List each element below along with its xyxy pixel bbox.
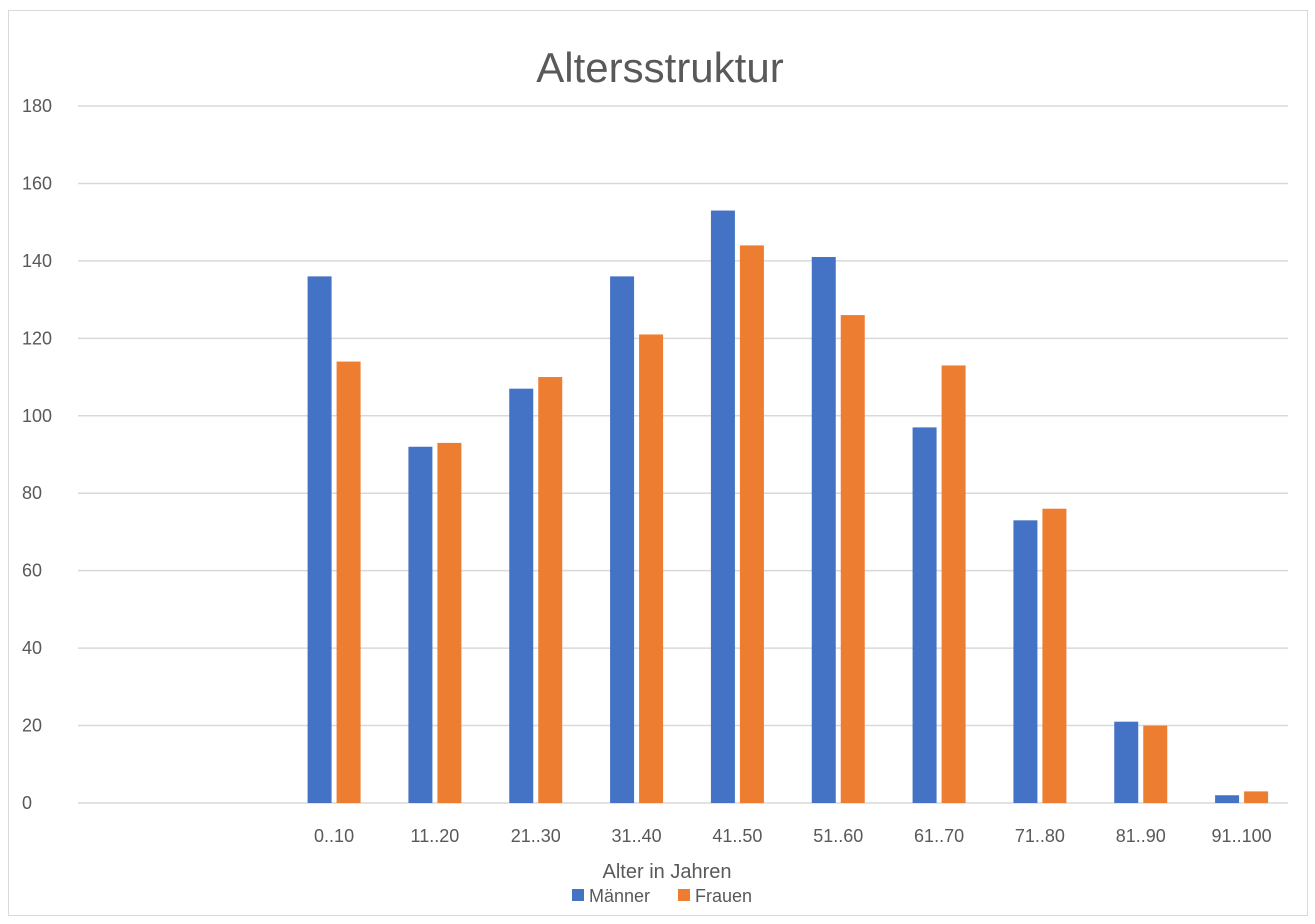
bar-maenner: [307, 276, 332, 803]
y-tick-label: 40: [22, 638, 42, 658]
gridlines: [78, 105, 1288, 804]
bar-maenner: [912, 427, 937, 803]
bar-maenner: [1013, 520, 1038, 803]
bar-maenner: [1114, 721, 1139, 803]
bars: [307, 210, 1269, 804]
bar-frauen: [840, 315, 865, 803]
x-tick-label: 81..90: [1116, 826, 1166, 846]
y-tick-label: 140: [22, 251, 52, 271]
bar-frauen: [538, 377, 563, 803]
y-axis-ticks: 0 20 40 60 80 100 120 140 160 180: [22, 96, 52, 813]
legend-label-maenner: Männer: [589, 886, 650, 906]
bar-maenner: [509, 388, 534, 803]
bar-maenner: [408, 446, 433, 803]
x-tick-label: 51..60: [813, 826, 863, 846]
y-tick-label: 160: [22, 173, 52, 193]
bar-frauen: [739, 245, 764, 803]
bar-frauen: [336, 361, 361, 803]
y-tick-label: 120: [22, 328, 52, 348]
bar-frauen: [1244, 791, 1269, 803]
x-tick-label: 41..50: [712, 826, 762, 846]
legend-label-frauen: Frauen: [695, 886, 752, 906]
legend-swatch-maenner: [572, 889, 584, 901]
y-tick-label: 20: [22, 716, 42, 736]
x-tick-label: 21..30: [511, 826, 561, 846]
x-tick-label: 11..20: [411, 826, 460, 846]
x-tick-label: 31..40: [612, 826, 662, 846]
bar-maenner: [1215, 795, 1240, 803]
legend-swatch-frauen: [678, 889, 690, 901]
y-tick-label: 100: [22, 406, 52, 426]
x-tick-label: 91..100: [1212, 826, 1272, 846]
chart-title: Altersstruktur: [536, 44, 783, 91]
x-tick-label: 61..70: [914, 826, 964, 846]
x-axis-ticks: 0..10 11..20 21..30 31..40 41..50 51..60 61..7…: [314, 826, 1272, 846]
x-tick-label: 0..10: [314, 826, 354, 846]
y-tick-label: 0: [22, 793, 32, 813]
y-tick-label: 80: [22, 483, 42, 503]
legend: Männer Frauen: [572, 886, 752, 906]
bar-frauen: [1143, 725, 1168, 803]
bar-maenner: [610, 276, 635, 803]
bar-frauen: [941, 365, 966, 803]
y-tick-label: 180: [22, 96, 52, 116]
x-tick-label: 71..80: [1015, 826, 1065, 846]
bar-frauen: [437, 442, 462, 803]
y-tick-label: 60: [22, 561, 42, 581]
bar-frauen: [1042, 508, 1067, 803]
bar-maenner: [710, 210, 735, 804]
bar-frauen: [639, 334, 664, 803]
x-axis-title: Alter in Jahren: [603, 861, 732, 883]
bar-maenner: [811, 257, 836, 803]
